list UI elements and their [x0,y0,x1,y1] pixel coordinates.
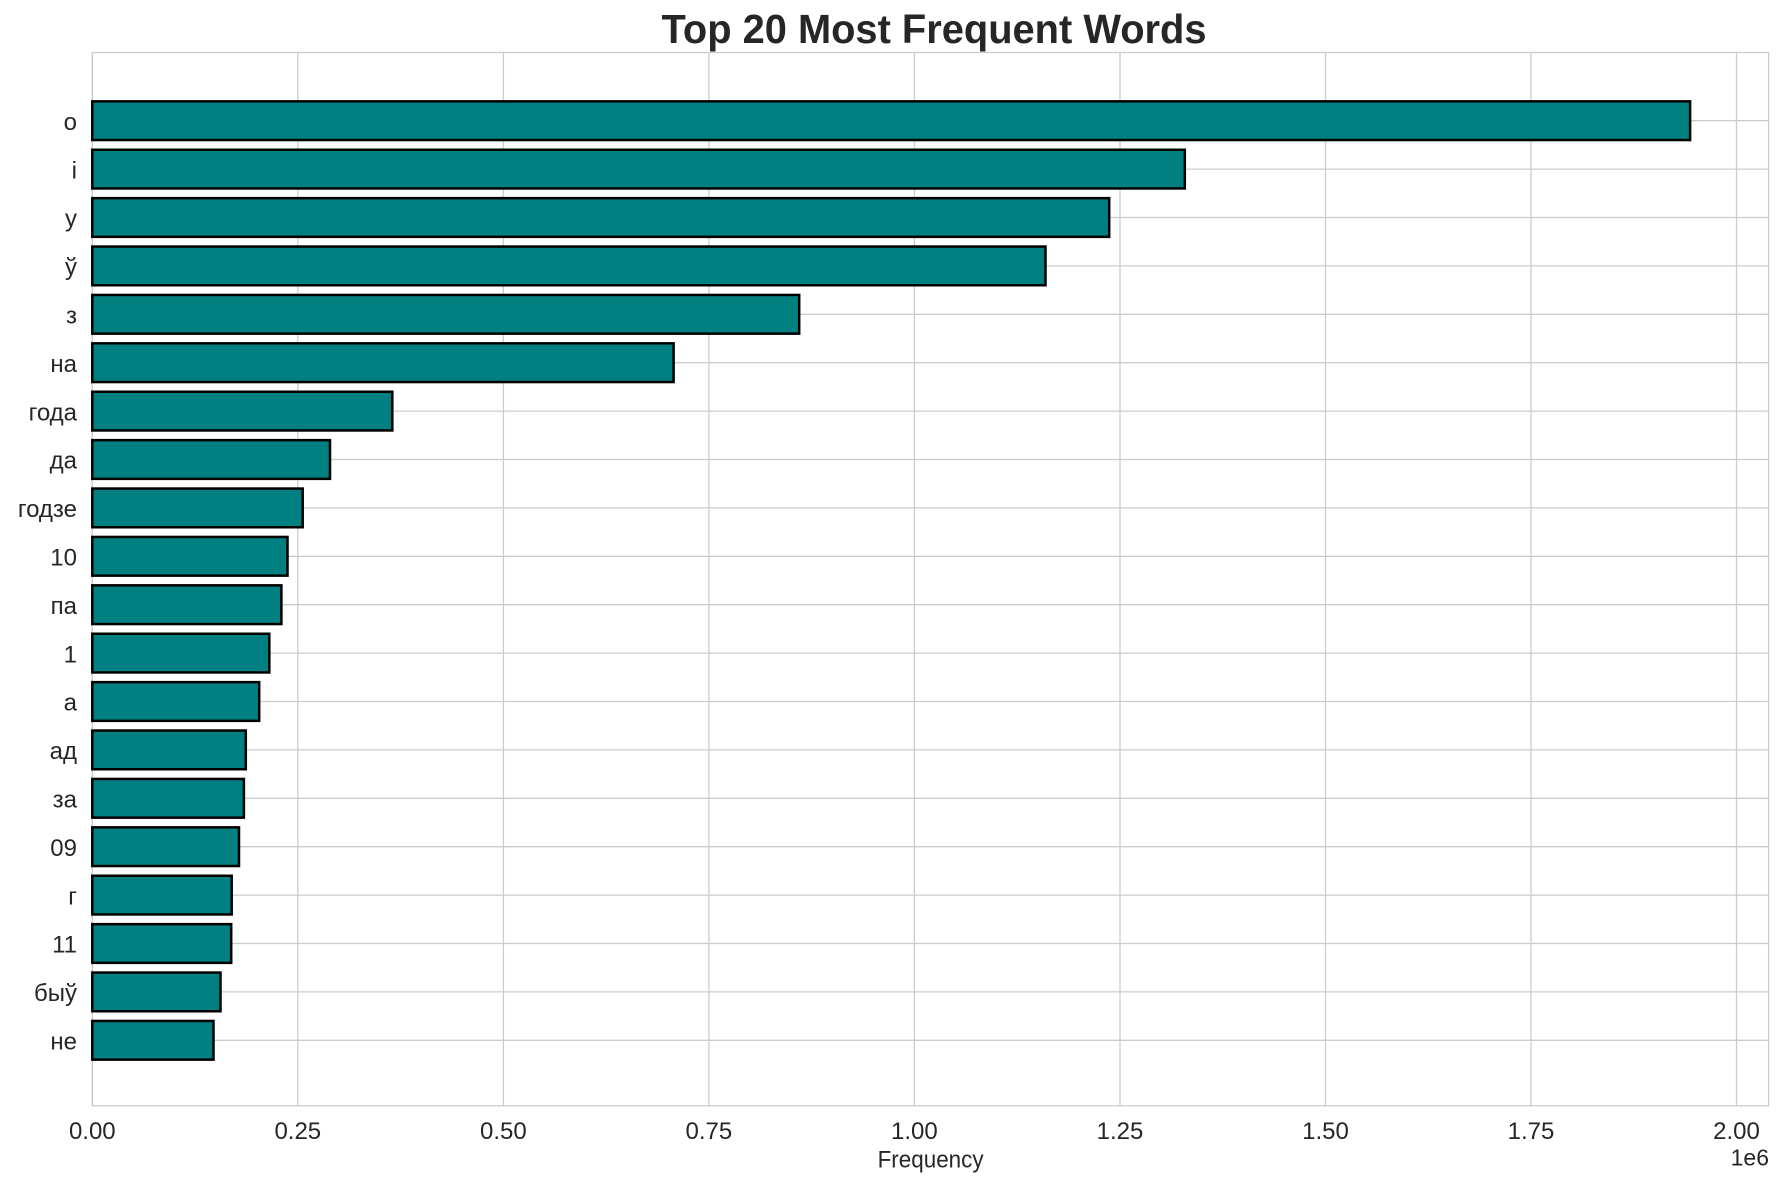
svg-text:0.25: 0.25 [274,1118,321,1145]
svg-text:у: у [65,206,77,233]
svg-text:2.00: 2.00 [1713,1118,1760,1145]
svg-text:1.00: 1.00 [891,1118,938,1145]
svg-text:года: года [29,399,78,426]
svg-text:1.25: 1.25 [1097,1118,1144,1145]
svg-text:1: 1 [64,641,77,668]
svg-text:09: 09 [50,835,77,862]
svg-text:да: да [50,448,78,475]
svg-text:за: за [53,787,78,814]
svg-text:Top 20 Most Frequent Words: Top 20 Most Frequent Words [662,6,1207,52]
svg-text:1e6: 1e6 [1731,1144,1769,1170]
svg-text:ў: ў [65,254,77,281]
svg-text:Frequency: Frequency [878,1147,985,1174]
svg-text:о: о [64,109,77,136]
svg-text:11: 11 [52,932,77,959]
svg-text:і: і [72,157,77,184]
svg-text:0.50: 0.50 [480,1118,527,1145]
svg-text:не: не [50,1029,77,1056]
svg-text:г: г [68,883,77,910]
svg-text:1.75: 1.75 [1508,1118,1555,1145]
svg-text:0.75: 0.75 [686,1118,733,1145]
svg-text:на: на [50,351,77,378]
svg-text:з: з [66,303,77,330]
svg-text:0.00: 0.00 [69,1118,116,1145]
svg-text:10: 10 [50,545,77,572]
svg-text:быў: быў [34,980,77,1007]
svg-text:годзе: годзе [18,496,77,523]
svg-text:а: а [64,690,78,717]
svg-text:па: па [51,593,78,620]
svg-text:ад: ад [50,738,77,765]
svg-text:1.50: 1.50 [1302,1118,1349,1145]
